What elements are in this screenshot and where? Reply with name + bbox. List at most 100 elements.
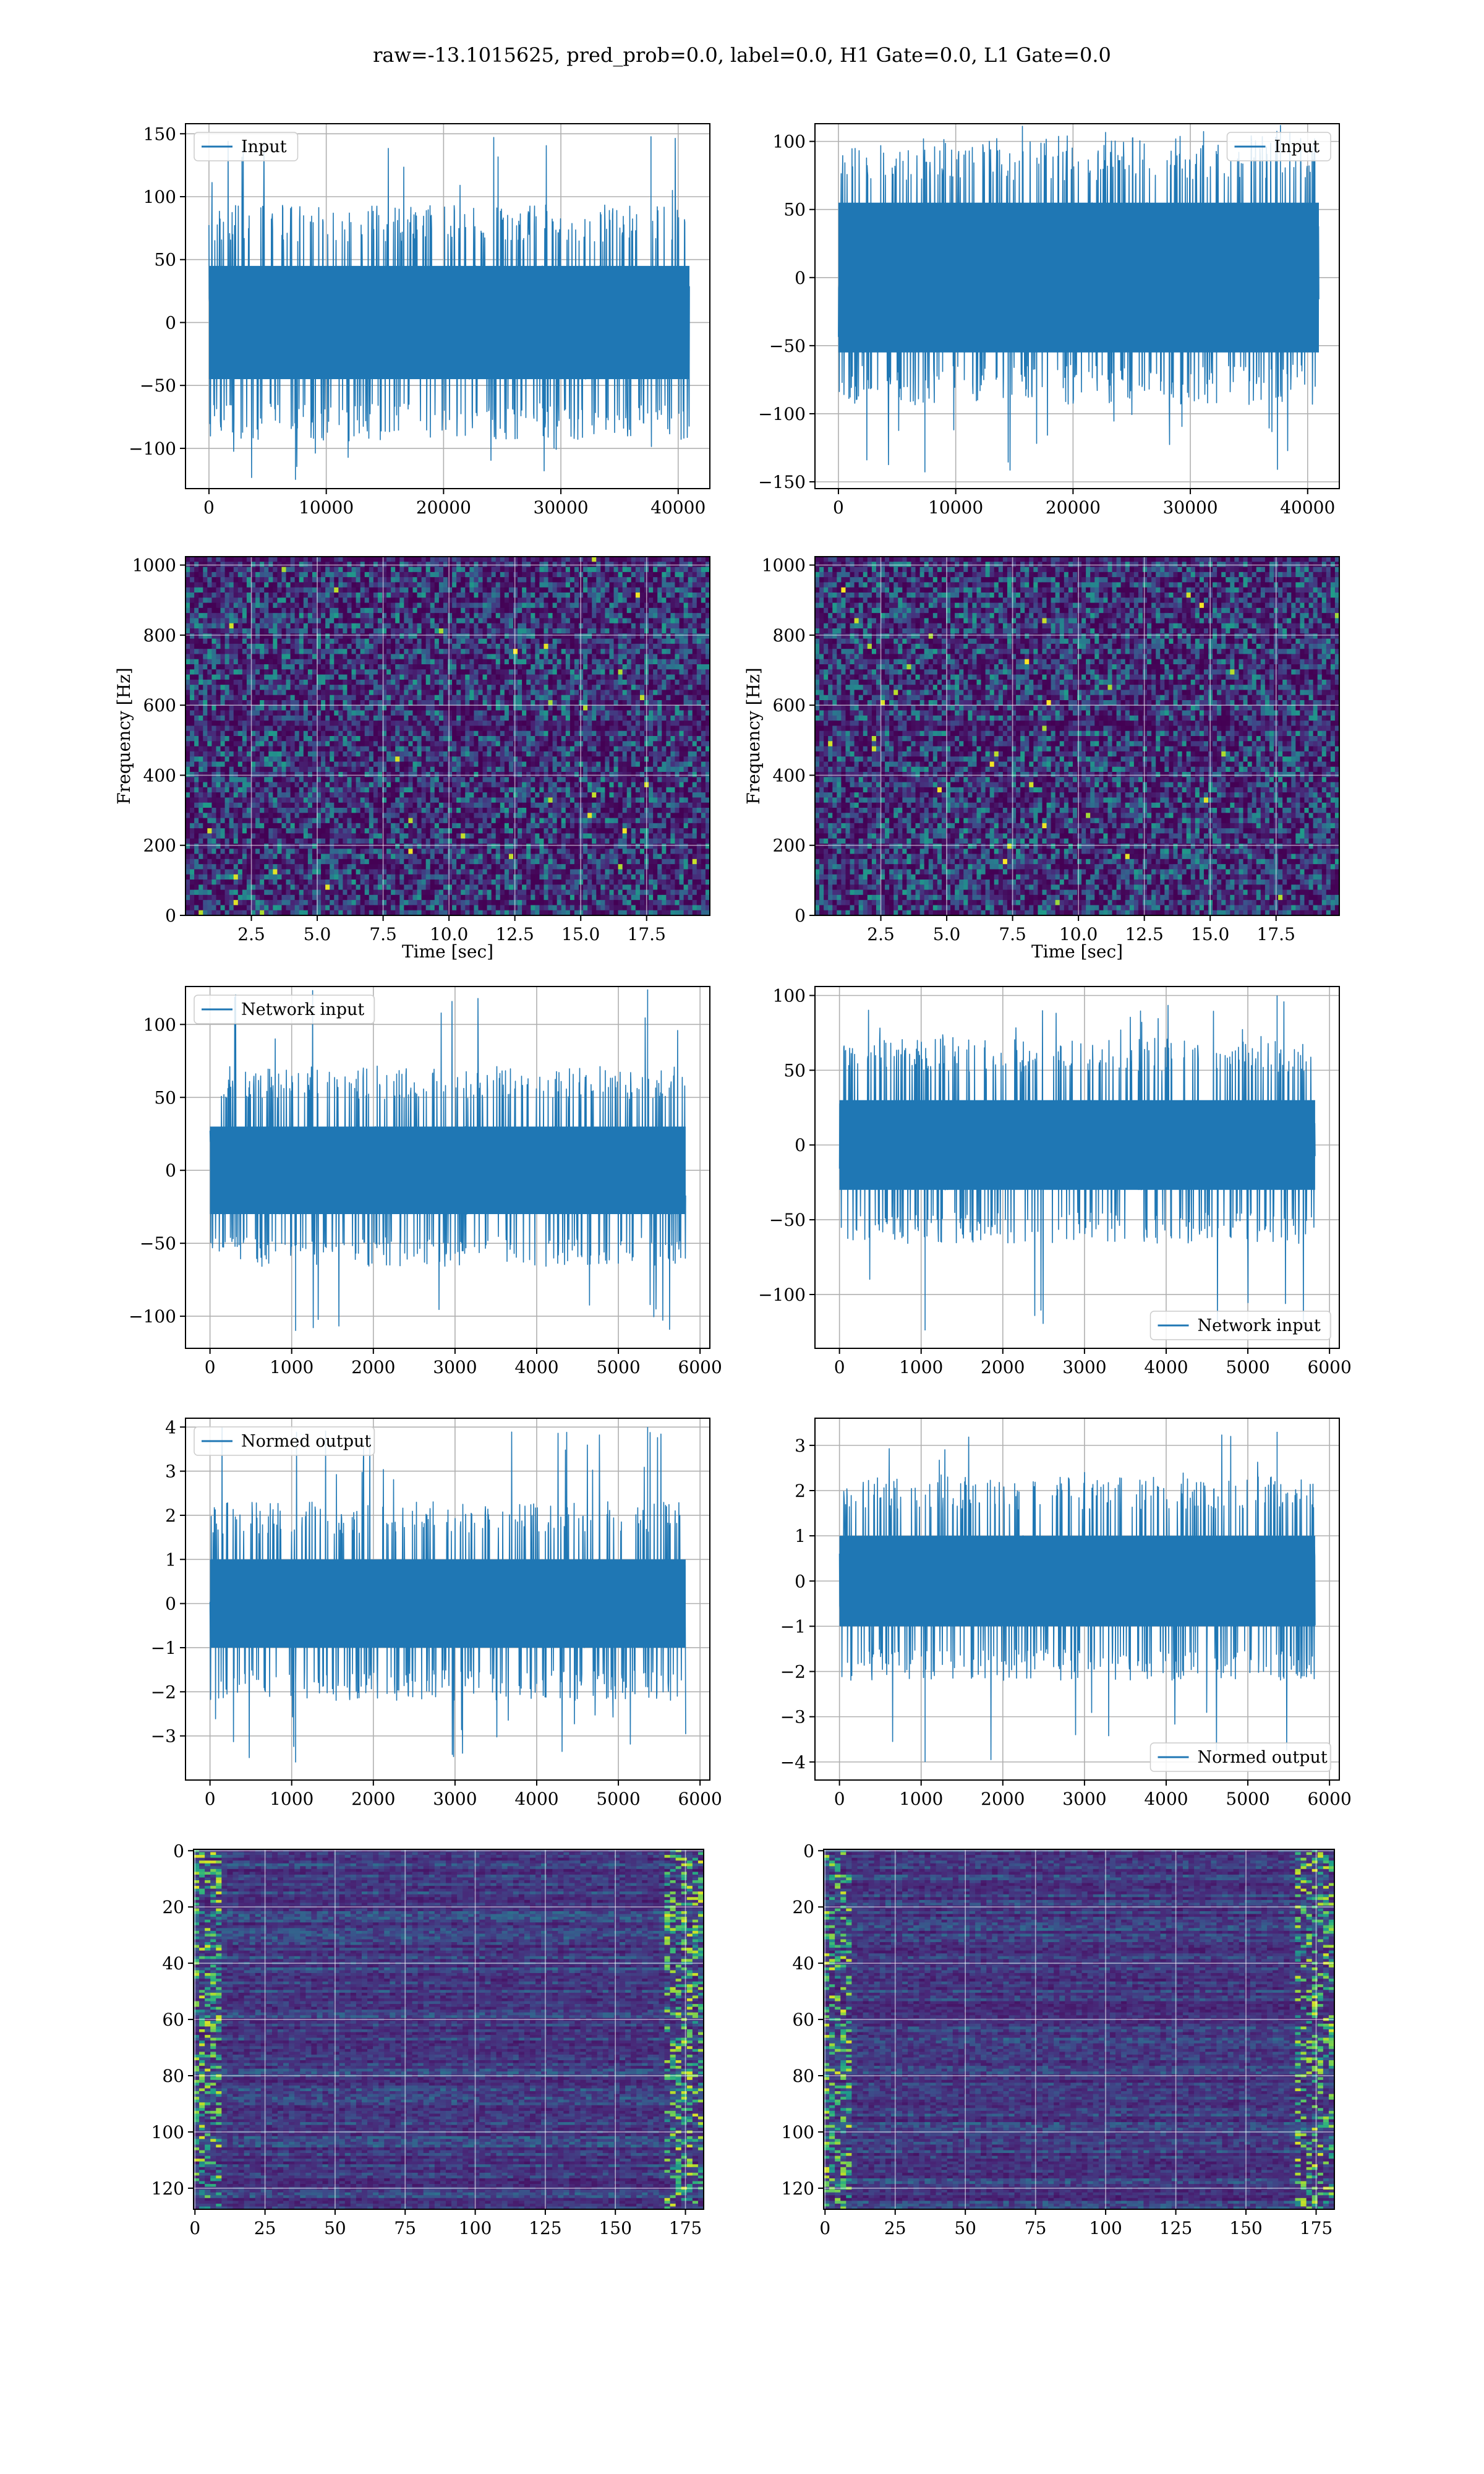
heatmap-cell bbox=[286, 607, 291, 614]
heatmap-cell bbox=[338, 726, 343, 732]
heatmap-cell bbox=[461, 587, 466, 593]
heatmap-cell bbox=[531, 710, 535, 716]
heatmap-cell bbox=[281, 756, 287, 763]
heatmap-cell bbox=[268, 669, 273, 675]
heatmap-cell bbox=[412, 730, 418, 737]
heatmap-cell bbox=[404, 736, 409, 742]
heatmap-cell bbox=[688, 721, 693, 727]
heatmap-cell bbox=[622, 593, 628, 598]
heatmap-cell bbox=[412, 557, 418, 562]
heatmap-cell bbox=[692, 690, 697, 696]
heatmap-cell bbox=[649, 715, 654, 721]
heatmap-cell bbox=[565, 571, 571, 578]
heatmap-cell bbox=[382, 587, 387, 593]
heatmap-cell bbox=[299, 690, 304, 696]
heatmap-cell bbox=[526, 730, 531, 737]
heatmap-cell bbox=[474, 695, 479, 701]
heatmap-cell bbox=[438, 736, 444, 742]
heatmap-cell bbox=[382, 715, 387, 721]
heatmap-cell bbox=[264, 613, 269, 619]
heatmap-cell bbox=[343, 613, 348, 619]
heatmap-cell bbox=[456, 567, 461, 573]
heatmap-cell bbox=[448, 618, 453, 624]
heatmap-cell bbox=[242, 690, 247, 696]
heatmap-cell bbox=[675, 741, 680, 747]
heatmap-cell bbox=[277, 700, 283, 706]
heatmap-cell bbox=[679, 669, 684, 675]
heatmap-cell bbox=[438, 593, 444, 598]
heatmap-cell bbox=[312, 710, 317, 716]
heatmap-cell bbox=[657, 571, 662, 578]
heatmap-cell bbox=[273, 649, 278, 655]
heatmap-cell bbox=[277, 602, 283, 609]
heatmap-cell bbox=[448, 623, 453, 629]
heatmap-cell bbox=[574, 628, 579, 634]
heatmap-cell bbox=[273, 562, 278, 568]
heatmap-cell bbox=[688, 746, 693, 752]
heatmap-cell bbox=[220, 695, 226, 701]
heatmap-cell bbox=[583, 649, 588, 655]
heatmap-cell bbox=[649, 557, 654, 562]
heatmap-cell bbox=[639, 562, 645, 568]
heatmap-cell bbox=[513, 593, 518, 598]
heatmap-cell bbox=[220, 674, 226, 680]
heatmap-cell bbox=[408, 628, 414, 634]
heatmap-cell bbox=[421, 654, 427, 660]
heatmap-cell bbox=[701, 633, 706, 640]
heatmap-cell bbox=[268, 700, 273, 706]
heatmap-cell bbox=[666, 638, 671, 644]
heatmap-cell bbox=[522, 571, 527, 578]
heatmap-cell bbox=[317, 638, 322, 644]
series-dense-band bbox=[838, 202, 1319, 353]
heatmap-cell bbox=[203, 664, 208, 670]
heatmap-cell bbox=[373, 582, 378, 588]
heatmap-cell bbox=[438, 643, 444, 649]
heatmap-cell bbox=[321, 690, 326, 696]
heatmap-cell bbox=[421, 756, 427, 763]
heatmap-cell bbox=[448, 593, 453, 598]
heatmap-cell bbox=[312, 597, 317, 604]
heatmap-cell bbox=[391, 710, 396, 716]
heatmap-cell bbox=[307, 674, 313, 680]
heatmap-cell bbox=[281, 597, 287, 604]
heatmap-cell bbox=[425, 751, 431, 757]
heatmap-cell bbox=[469, 649, 474, 655]
heatmap-cell bbox=[356, 593, 361, 598]
heatmap-cell bbox=[290, 705, 296, 711]
heatmap-cell bbox=[373, 674, 378, 680]
heatmap-cell bbox=[294, 607, 300, 614]
heatmap-cell bbox=[330, 557, 335, 562]
heatmap-cell bbox=[583, 577, 588, 583]
heatmap-cell bbox=[561, 715, 566, 721]
heatmap-cell bbox=[596, 710, 601, 716]
heatmap-cell bbox=[299, 628, 304, 634]
heatmap-cell bbox=[377, 557, 383, 562]
heatmap-cell bbox=[312, 577, 317, 583]
heatmap-cell bbox=[696, 618, 702, 624]
heatmap-cell bbox=[286, 730, 291, 737]
heatmap-cell bbox=[207, 633, 212, 640]
heatmap-cell bbox=[399, 715, 404, 721]
heatmap-cell bbox=[626, 643, 632, 649]
heatmap-cell bbox=[321, 593, 326, 598]
heatmap-cell bbox=[522, 674, 527, 680]
heatmap-cell bbox=[696, 700, 702, 706]
heatmap-cell bbox=[321, 597, 326, 604]
heatmap-cell bbox=[399, 664, 404, 670]
heatmap-cell bbox=[653, 597, 658, 604]
heatmap-cell bbox=[242, 761, 247, 768]
heatmap-cell bbox=[552, 726, 558, 732]
heatmap-cell bbox=[487, 654, 492, 660]
heatmap-cell bbox=[565, 638, 571, 644]
heatmap-cell bbox=[299, 761, 304, 768]
heatmap-cell bbox=[190, 623, 195, 629]
heatmap-cell bbox=[356, 613, 361, 619]
heatmap-cell bbox=[696, 664, 702, 670]
heatmap-cell bbox=[203, 751, 208, 757]
heatmap-cell bbox=[556, 700, 562, 706]
heatmap-cell bbox=[417, 582, 422, 588]
heatmap-cell bbox=[626, 730, 632, 737]
heatmap-cell bbox=[574, 674, 579, 680]
heatmap-cell bbox=[600, 695, 605, 701]
heatmap-cell bbox=[281, 669, 287, 675]
